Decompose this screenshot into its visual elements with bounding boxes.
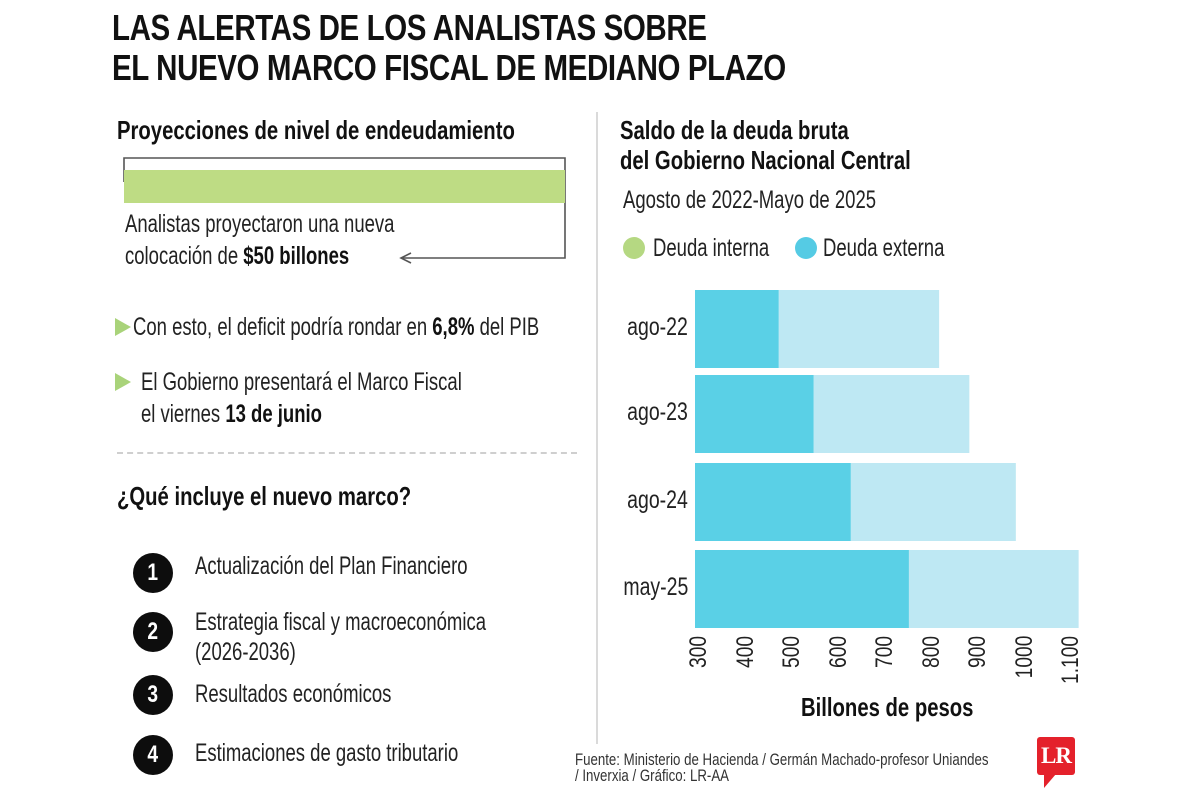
bullet-triangle-icon — [115, 318, 131, 336]
x-tick-label: 400 — [731, 636, 759, 669]
list-item: Resultados económicos — [195, 680, 392, 708]
chart-subtitle: Agosto de 2022-Mayo de 2025 — [623, 186, 877, 214]
number-badge-4: 4 — [133, 735, 173, 775]
bar-segment-deuda-externa — [778, 290, 940, 368]
chart-title: Saldo de la deuda bruta del Gobierno Nac… — [620, 115, 911, 175]
bracket-line — [123, 157, 566, 259]
legend-label-deuda-externa: Deuda externa — [823, 234, 945, 262]
dashed-separator — [117, 452, 577, 454]
x-tick-label: 900 — [964, 636, 991, 669]
projection-bracket — [123, 157, 566, 264]
list-item: Estrategia fiscal y macroeconómica (2026… — [195, 608, 486, 666]
bullet-triangle-icon — [115, 373, 131, 391]
main-title-line1: LAS ALERTAS DE LOS ANALISTAS SOBRE — [112, 7, 707, 48]
deficit-value: 6,8% — [432, 313, 475, 341]
x-tick-label: 800 — [917, 636, 945, 669]
x-tick-label: 1.100 — [1057, 635, 1084, 684]
bullet-presentation: El Gobierno presentará el Marco Fiscal e… — [141, 368, 462, 428]
category-label: ago-22 — [627, 313, 688, 341]
bar-segment-deuda-interna — [695, 550, 909, 628]
main-title: LAS ALERTAS DE LOS ANALISTAS SOBRE EL NU… — [112, 8, 934, 88]
lr-logo: LR — [1037, 737, 1075, 775]
legend-label-deuda-interna: Deuda interna — [653, 234, 770, 262]
list-item: Actualización del Plan Financiero — [195, 552, 468, 580]
bar-segment-deuda-interna — [695, 463, 851, 541]
lr-logo-tail — [1044, 774, 1056, 788]
x-tick-label: 1000 — [1010, 636, 1038, 679]
x-tick-label: 700 — [871, 636, 898, 669]
arrow-left-icon — [399, 252, 412, 264]
projection-amount: $50 billones — [243, 242, 350, 270]
bar-segment-deuda-interna — [695, 375, 814, 453]
category-label: may-25 — [622, 573, 688, 601]
projection-text: Analistas proyectaron una nueva colocaci… — [125, 210, 395, 270]
source-note: Fuente: Ministerio de Hacienda / Germán … — [575, 750, 989, 785]
bullet-deficit: Con esto, el deficit podría rondar en 6,… — [133, 313, 540, 341]
bar-segment-deuda-externa — [813, 375, 970, 453]
category-label: ago-24 — [627, 486, 688, 514]
x-tick-label: 500 — [778, 636, 805, 669]
bar-segment-deuda-externa — [850, 463, 1016, 541]
list-item: Estimaciones de gasto tributario — [195, 739, 459, 767]
x-tick-label: 300 — [685, 636, 712, 669]
number-badge-2: 2 — [133, 612, 173, 652]
bar-segment-deuda-externa — [908, 550, 1079, 628]
presentation-date: 13 de junio — [225, 400, 322, 428]
legend-dot-deuda-interna — [623, 237, 645, 259]
projection-green-bar — [124, 170, 565, 203]
x-tick-label: 600 — [824, 636, 852, 669]
x-axis-label: Billones de pesos — [801, 692, 974, 722]
column-divider — [596, 112, 598, 744]
main-title-line2: EL NUEVO MARCO FISCAL DE MEDIANO PLAZO — [112, 47, 786, 88]
bar-segment-deuda-interna — [695, 290, 779, 368]
legend-dot-deuda-externa — [795, 237, 817, 259]
list-title: ¿Qué incluye el nuevo marco? — [117, 481, 412, 511]
projection-title: Proyecciones de nivel de endeudamiento — [117, 115, 515, 145]
number-badge-1: 1 — [133, 553, 173, 593]
number-badge-3: 3 — [133, 675, 173, 715]
category-label: ago-23 — [627, 398, 688, 426]
